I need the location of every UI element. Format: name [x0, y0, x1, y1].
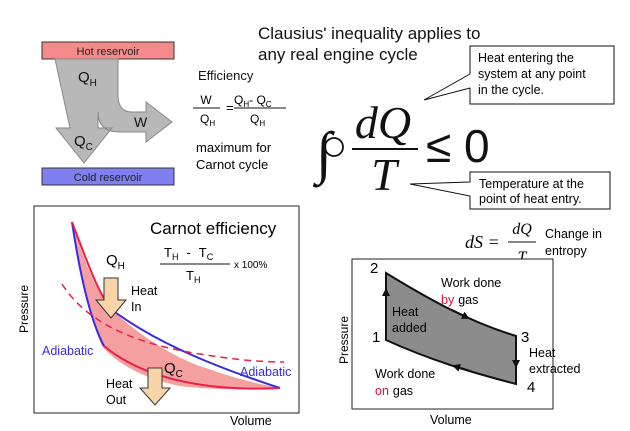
isotherm-curve	[103, 345, 281, 390]
carnot-formula-num: TH - TC	[164, 245, 214, 262]
pv-point-label: 2	[370, 260, 378, 277]
entropy-definition: dS = dQ T Change in entropy	[465, 221, 602, 266]
heat-out-arrow	[138, 367, 172, 406]
engine-qh-label: QH	[78, 69, 97, 89]
engine-qc-label: QC	[74, 133, 93, 153]
integral-sign: ∫	[312, 120, 335, 188]
callout-bottom	[409, 171, 611, 210]
cold-reservoir	[41, 167, 175, 186]
efficiency-equals: =	[226, 100, 234, 115]
work-by-label-2: by gas	[441, 293, 478, 307]
entropy-num: dQ	[512, 221, 532, 238]
work-on-label-1: Work done	[375, 367, 435, 381]
entropy-lhs: dS =	[465, 232, 500, 252]
heat-extracted-label-2: extracted	[529, 362, 580, 376]
carnot-xlabel: Volume	[230, 414, 272, 428]
adiabatic-left-label: Adiabatic	[42, 344, 93, 358]
efficiency-num-w: W	[200, 93, 212, 107]
carnot-formula-den: TH	[186, 268, 200, 285]
entropy-note-2: entropy	[545, 244, 587, 258]
carnot-formula-times: x 100%	[234, 260, 267, 271]
efficiency-formula: Efficiency W QH = QH- QC QH maximum for …	[193, 68, 286, 172]
hot-reservoir-label: Hot reservoir	[77, 46, 140, 58]
pv-cycle-plot: Pressure Volume 1 2 3 4 Heat added Work …	[337, 258, 580, 427]
pv-point-label: 3	[521, 329, 529, 346]
efficiency-title: Efficiency	[198, 68, 254, 83]
callout-bottom-line-2: point of heat entry.	[479, 192, 582, 206]
heat-added-label-2: added	[392, 321, 427, 335]
efficiency-num-right: QH- QC	[234, 93, 272, 109]
carnot-plot: Pressure Volume Carnot efficiency TH - TC …	[17, 205, 300, 428]
heat-out-label-1: Heat	[106, 377, 133, 391]
pv-point-label: 1	[372, 329, 380, 346]
heat-engine-diagram: Hot reservoir Cold reservoir QH W QC	[41, 41, 175, 186]
adiabat-curve	[71, 221, 105, 347]
clausius-integral: ∫ dQ T ≤ 0 Heat entering the system at a…	[312, 45, 615, 210]
callout-top-line-2: system at any point	[478, 67, 586, 81]
contour-circle	[324, 137, 344, 157]
callout-top-line-3: in the cycle.	[478, 83, 544, 97]
integrand-den: T	[371, 149, 400, 200]
callout-bottom-line-1: Temperature at the	[479, 177, 584, 191]
adiabatic-right-label: Adiabatic	[240, 365, 291, 379]
efficiency-note-1: maximum for	[196, 140, 272, 155]
heat-out-label-2: Out	[106, 393, 127, 407]
adiabat-curve	[111, 309, 281, 389]
heat-added-label-1: Heat	[392, 305, 419, 319]
heat-in-label-2: In	[131, 300, 141, 314]
efficiency-note-2: Carnot cycle	[196, 157, 268, 172]
integral-relation: ≤ 0	[426, 120, 490, 172]
work-by-label-1: Work done	[441, 276, 501, 290]
carnot-cycle-area	[72, 222, 280, 390]
carnot-title: Carnot efficiency	[150, 219, 277, 238]
pv-point-label: 4	[527, 379, 535, 396]
entropy-note-1: Change in	[545, 227, 602, 241]
efficiency-den-right: QH	[250, 112, 265, 128]
pv-xlabel: Volume	[430, 413, 472, 427]
callout-top	[423, 45, 615, 105]
pv-arrow-compression	[452, 363, 471, 372]
header-line-2: any real engine cycle	[258, 45, 418, 64]
heat-in-arrow	[94, 277, 128, 319]
energy-flow-arrow	[54, 58, 173, 164]
carnot-qh-label: QH	[106, 252, 125, 272]
carnot-ylabel: Pressure	[17, 285, 31, 333]
pv-arrow-expansion	[451, 309, 470, 319]
callout-top-line-1: Heat entering the	[478, 51, 574, 65]
heat-extracted-label-1: Heat	[529, 346, 556, 360]
integrand-num: dQ	[355, 97, 411, 148]
pv-ylabel: Pressure	[337, 316, 351, 364]
work-on-label-2: on gas	[375, 384, 413, 398]
carnot-qc-label: QC	[164, 360, 183, 380]
heat-in-label-1: Heat	[131, 284, 158, 298]
header: Clausius' inequality applies to any real…	[258, 24, 481, 64]
engine-w-label: W	[134, 114, 148, 130]
isotherm-dashed	[61, 283, 285, 363]
cold-reservoir-label: Cold reservoir	[74, 172, 143, 184]
entropy-den: T	[518, 249, 528, 266]
header-line-1: Clausius' inequality applies to	[258, 24, 481, 43]
efficiency-den-qh: QH	[200, 112, 215, 128]
